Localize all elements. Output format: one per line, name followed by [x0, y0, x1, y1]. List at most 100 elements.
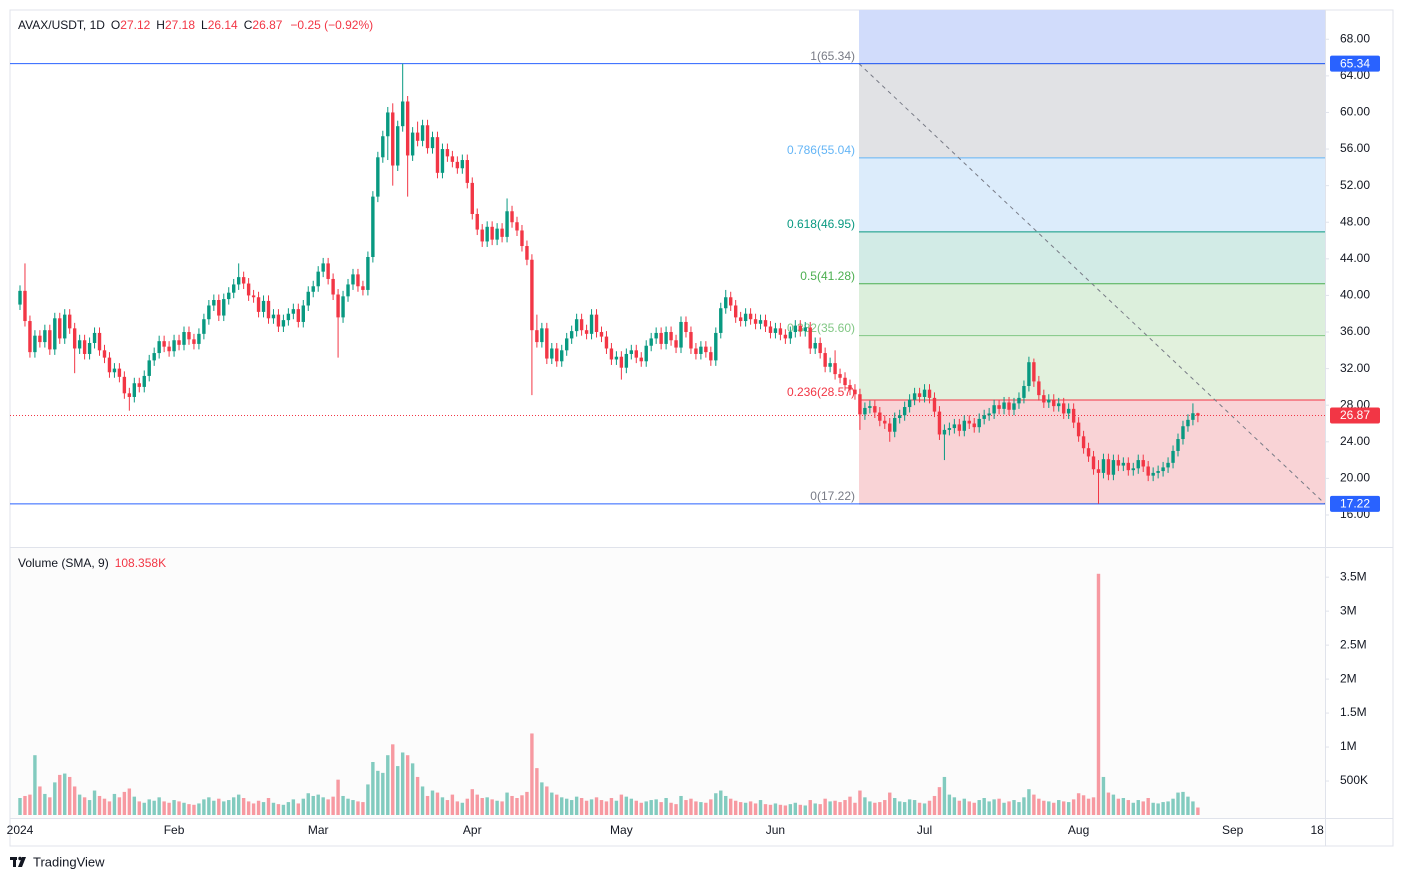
volume-bar	[888, 792, 892, 815]
candle-body	[942, 429, 947, 435]
volume-bar	[709, 799, 713, 815]
volume-bar	[316, 794, 320, 815]
volume-bar	[405, 755, 410, 815]
volume-bar	[306, 793, 310, 815]
volume-bar	[425, 795, 430, 815]
candle-body	[788, 332, 793, 339]
volume-bar	[584, 800, 589, 815]
volume-bar	[704, 802, 708, 815]
volume-bar	[629, 798, 634, 815]
candle-body	[813, 342, 817, 349]
candle-body	[112, 368, 117, 373]
volume-bar	[1052, 802, 1056, 815]
candle-body	[1141, 460, 1145, 467]
volume-bar	[311, 795, 315, 815]
candle-body	[818, 342, 822, 354]
volume-bar	[997, 798, 1001, 815]
candle-body	[38, 335, 42, 343]
candle-body	[485, 226, 489, 242]
volume-bar	[560, 797, 564, 815]
volume-bar	[634, 800, 638, 815]
candle-body	[33, 335, 37, 353]
volume-bar	[187, 804, 191, 815]
volume-bar	[490, 799, 494, 815]
candle-body	[773, 328, 778, 333]
volume-bar	[694, 801, 698, 815]
candle-body	[604, 336, 609, 349]
volume-bar	[192, 804, 196, 815]
candle-body	[1156, 471, 1160, 473]
volume-bar	[878, 802, 882, 815]
candle-body	[351, 274, 355, 285]
candle-body	[579, 319, 584, 331]
candle-body	[306, 291, 310, 306]
volume-bar	[445, 800, 450, 815]
volume-bar	[664, 798, 668, 815]
candle-body	[1052, 399, 1056, 407]
volume-bar	[848, 796, 852, 815]
candle-body	[684, 321, 688, 333]
volume-bar	[1062, 801, 1066, 815]
candle-body	[396, 126, 400, 166]
volume-bar	[167, 802, 171, 815]
brand: TradingView	[33, 854, 105, 869]
volume-bar	[1057, 800, 1061, 815]
candle-body	[381, 136, 385, 158]
candle-body	[704, 346, 708, 353]
volume-bar	[53, 782, 57, 815]
volume-bar	[1096, 573, 1101, 815]
candle-body	[619, 356, 624, 368]
candle-body	[87, 342, 92, 354]
candle-body	[137, 383, 141, 387]
volume-bar	[102, 798, 107, 815]
fib-label: 0.618(46.95)	[787, 217, 855, 231]
candle-body	[719, 308, 723, 333]
candle-body	[505, 211, 509, 237]
volume-bar	[540, 782, 544, 815]
volume-bar	[197, 803, 201, 815]
volume-bar	[738, 802, 743, 815]
volume-bar	[515, 798, 519, 815]
volume-bar	[455, 801, 460, 815]
volume-bar	[1022, 797, 1026, 815]
volume-bar	[689, 798, 693, 815]
candle-body	[236, 277, 241, 285]
volume-bar	[922, 803, 927, 815]
volume-bar	[1081, 795, 1086, 815]
legend-key: L	[201, 18, 208, 32]
candle-body	[321, 263, 325, 272]
volume-bar	[818, 804, 822, 815]
volume-bar	[530, 733, 534, 815]
candle-body	[1042, 395, 1046, 403]
candle-body	[1146, 466, 1150, 476]
candle-body	[212, 299, 216, 306]
volume-bar	[435, 792, 440, 815]
candle-body	[1116, 460, 1121, 466]
volume-bar	[400, 752, 405, 815]
volume-bar	[873, 802, 877, 815]
volume-tick-label: 2.5M	[1340, 637, 1367, 651]
candle-body	[629, 350, 634, 354]
volume-bar	[127, 788, 132, 815]
volume-bar	[972, 802, 976, 815]
x-tick-label: Jul	[917, 823, 932, 837]
candle-body	[82, 340, 87, 354]
candle-body	[634, 350, 638, 358]
volume-bar	[38, 786, 42, 815]
volume-bar	[202, 799, 206, 815]
legend-value: 27.12	[120, 18, 150, 32]
candle-body	[470, 182, 474, 215]
volume-bar	[952, 797, 957, 815]
x-tick-label: 18	[1310, 823, 1324, 837]
volume-bar	[450, 794, 455, 815]
candle-body	[172, 340, 176, 352]
volume-bar	[28, 794, 32, 815]
volume-bar	[967, 801, 971, 815]
volume-bar	[43, 793, 47, 815]
y-tick-label: 36.00	[1340, 324, 1370, 338]
candle-body	[724, 297, 728, 309]
volume-bar	[217, 798, 221, 815]
fib-label: 0.5(41.28)	[800, 269, 855, 283]
volume-bar	[813, 803, 817, 815]
volume-bar	[798, 804, 802, 815]
